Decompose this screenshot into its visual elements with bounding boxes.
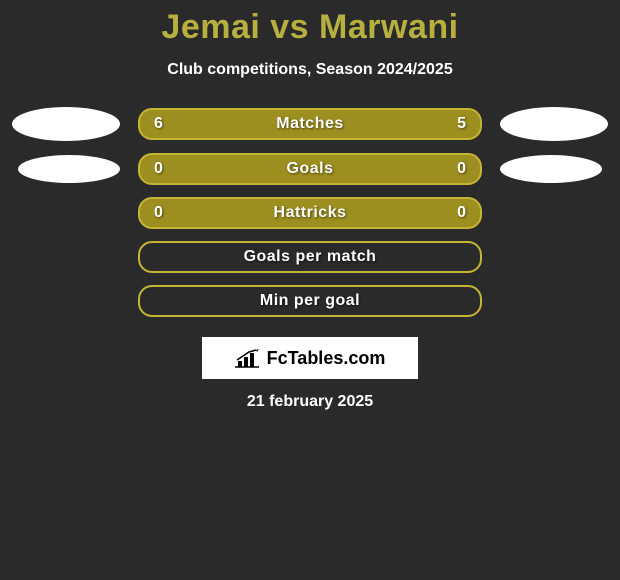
stat-row-gpm: Goals per match (0, 241, 620, 273)
stat-label: Matches (276, 115, 344, 133)
date-label: 21 february 2025 (0, 393, 620, 411)
left-player-avatar (18, 155, 120, 183)
chart-icon (235, 347, 261, 369)
stat-row-matches: 6 Matches 5 (0, 107, 620, 141)
stat-left-value: 0 (154, 160, 163, 178)
stat-right-value: 0 (457, 160, 466, 178)
logo-text: FcTables.com (267, 348, 386, 369)
stat-label: Goals (287, 160, 334, 178)
stat-row-mpg: Min per goal (0, 285, 620, 317)
right-player-avatar (500, 155, 602, 183)
stat-bar-matches: 6 Matches 5 (138, 108, 482, 140)
stat-bar-hattricks: 0 Hattricks 0 (138, 197, 482, 229)
stat-right-value: 0 (457, 204, 466, 222)
left-player-avatar (12, 107, 120, 141)
page-title: Jemai vs Marwani (0, 8, 620, 47)
comparison-container: Jemai vs Marwani Club competitions, Seas… (0, 0, 620, 411)
stat-left-value: 0 (154, 204, 163, 222)
stat-right-value: 5 (457, 115, 466, 133)
source-logo: FcTables.com (202, 337, 418, 379)
stat-label: Min per goal (260, 292, 360, 310)
stat-bar-goals: 0 Goals 0 (138, 153, 482, 185)
stat-bar-gpm: Goals per match (138, 241, 482, 273)
subtitle: Club competitions, Season 2024/2025 (0, 61, 620, 79)
stat-bar-mpg: Min per goal (138, 285, 482, 317)
stat-label: Goals per match (244, 248, 377, 266)
right-player-avatar (500, 107, 608, 141)
stat-label: Hattricks (274, 204, 347, 222)
stat-row-hattricks: 0 Hattricks 0 (0, 197, 620, 229)
stat-left-value: 6 (154, 115, 163, 133)
stat-row-goals: 0 Goals 0 (0, 153, 620, 185)
